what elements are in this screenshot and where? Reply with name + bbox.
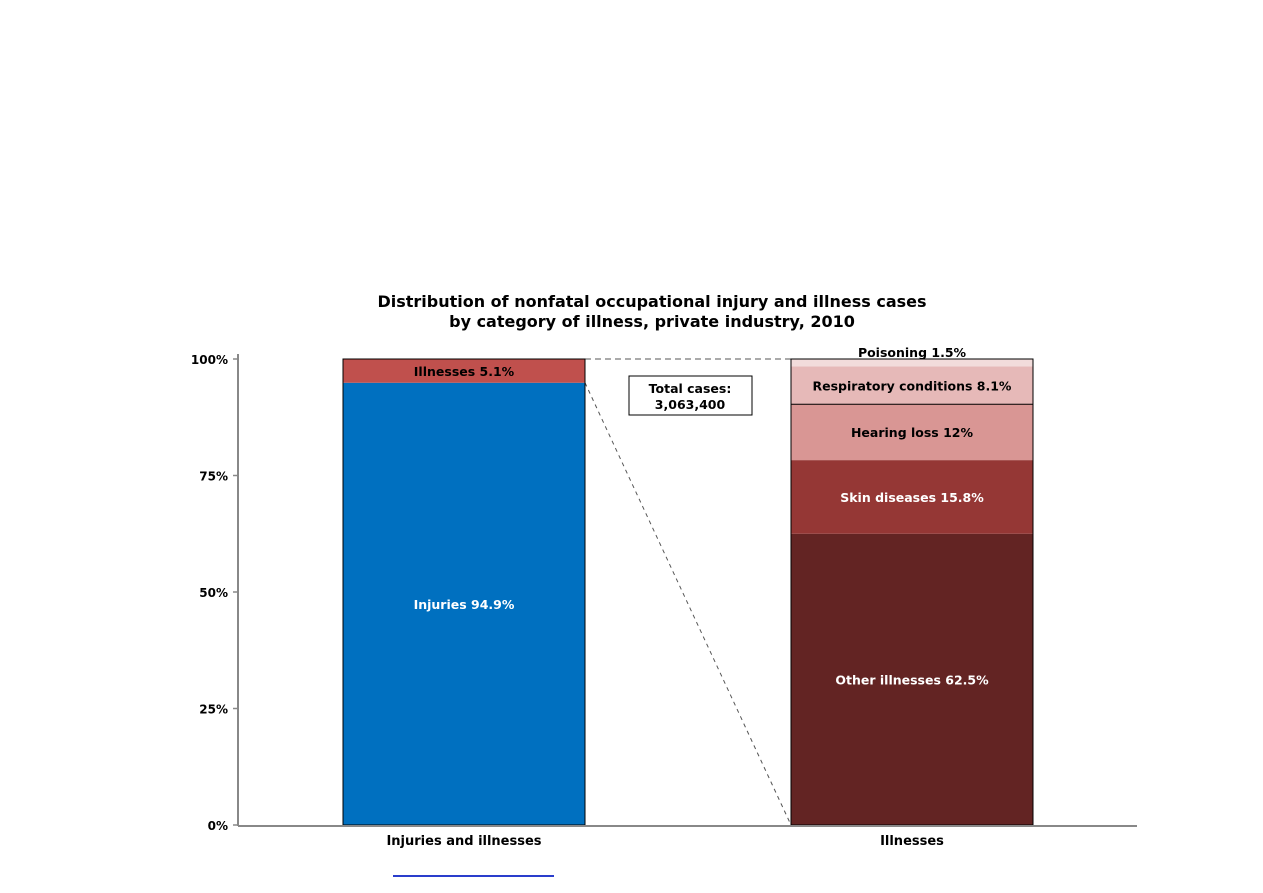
annotation-line-1: Total cases: — [649, 381, 732, 396]
y-tick-label: 0% — [208, 819, 228, 833]
plot-area: Injuries 94.9% Illnesses 5.1% Other illnes… — [191, 345, 1137, 849]
y-tick-label: 100% — [191, 353, 228, 367]
y-tick-label: 25% — [199, 703, 228, 717]
chart-subtitle: by category of illness, private industry… — [449, 312, 855, 331]
annotation-line-2: 3,063,400 — [655, 397, 726, 412]
x-category-label: Illnesses — [880, 834, 944, 849]
bar-segment — [791, 404, 1033, 461]
segment-label: Illnesses 5.1% — [414, 364, 515, 379]
bar-segment — [791, 359, 1033, 367]
connector-line-bottom — [584, 382, 792, 826]
chart-title: Distribution of nonfatal occupational in… — [377, 292, 926, 311]
annotation-box — [628, 375, 753, 416]
x-category-label: Injuries and illnesses — [386, 834, 541, 849]
bar-segment — [343, 382, 585, 825]
bar-segment — [791, 460, 1033, 534]
y-tick-label: 50% — [199, 586, 228, 600]
bar-segment — [791, 533, 1033, 825]
bar-segment — [791, 366, 1033, 405]
link-underline[interactable] — [393, 875, 554, 877]
segment-label: Other illnesses 62.5% — [835, 672, 989, 687]
segment-label: Skin diseases 15.8% — [840, 490, 984, 505]
segment-label: Injuries 94.9% — [414, 597, 515, 612]
y-tick-label: 75% — [199, 470, 228, 484]
bar-segment — [343, 359, 585, 383]
segment-label: Respiratory conditions 8.1% — [813, 378, 1012, 393]
segment-label: Poisoning 1.5% — [858, 345, 967, 360]
total-cases-box: Total cases: 3,063,400 — [628, 375, 753, 416]
segment-label: Hearing loss 12% — [851, 425, 974, 440]
